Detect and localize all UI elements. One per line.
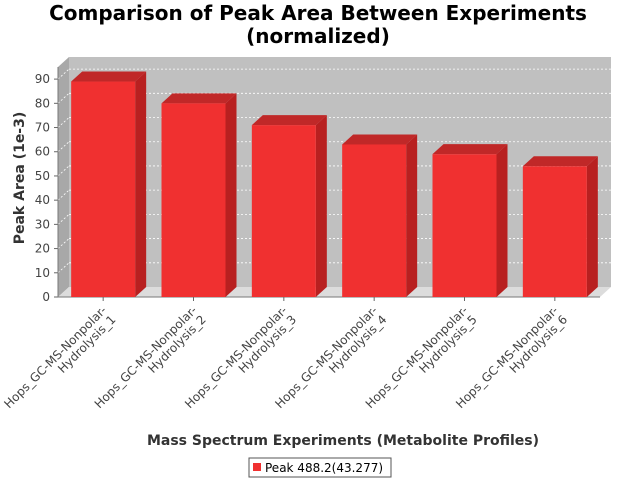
legend-label: Peak 488.2(43.277)	[265, 461, 383, 475]
bar	[522, 166, 587, 297]
bar-top	[522, 156, 598, 167]
gridline-side	[57, 262, 70, 274]
plot-left-wall	[58, 57, 69, 297]
legend: Peak 488.2(43.277)	[248, 457, 392, 478]
gridline-side	[57, 238, 70, 249]
bar-top	[342, 134, 418, 145]
chart-title-line-2: (normalized)	[246, 24, 390, 48]
gridline-side	[57, 141, 70, 153]
legend-box	[248, 457, 392, 478]
chart-title-line-1: Comparison of Peak Area Between Experime…	[49, 1, 587, 25]
y-tick-label: 30	[35, 217, 50, 231]
bar	[71, 81, 136, 298]
gridline-side	[57, 189, 70, 201]
y-axis-label: Peak Area (1e-3)	[12, 112, 28, 245]
bar	[251, 125, 316, 298]
bar-side	[586, 156, 598, 297]
bar	[432, 154, 497, 297]
gridline-side	[57, 165, 70, 177]
bar-top	[161, 93, 237, 104]
bar-top	[251, 115, 327, 126]
bar-side	[315, 115, 327, 298]
y-tick-label: 60	[35, 145, 50, 159]
bar-top	[71, 71, 147, 82]
bar-side	[496, 144, 508, 297]
bar	[161, 103, 226, 297]
gridline-side	[57, 93, 70, 104]
y-tick-label: 0	[42, 290, 50, 304]
y-tick-label: 70	[35, 121, 50, 135]
y-tick-label: 10	[35, 266, 50, 280]
gridline-side	[57, 117, 70, 128]
legend-swatch	[253, 463, 261, 471]
bar	[342, 144, 407, 297]
x-axis-label: Mass Spectrum Experiments (Metabolite Pr…	[147, 433, 539, 449]
gridline-side	[57, 214, 70, 225]
x-tick-label-line: Hops_GC-MS-Nonpolar-	[1, 303, 109, 411]
bar-side	[135, 71, 147, 298]
y-tick-label: 90	[35, 72, 50, 86]
y-tick-label: 80	[35, 96, 50, 110]
y-tick-label: 20	[35, 242, 50, 256]
y-tick-label: 40	[35, 193, 50, 207]
bar-top	[432, 144, 508, 155]
bar-side	[406, 134, 418, 297]
gridline-side	[57, 68, 70, 80]
bar-side	[225, 93, 237, 297]
y-tick-label: 50	[35, 169, 50, 183]
